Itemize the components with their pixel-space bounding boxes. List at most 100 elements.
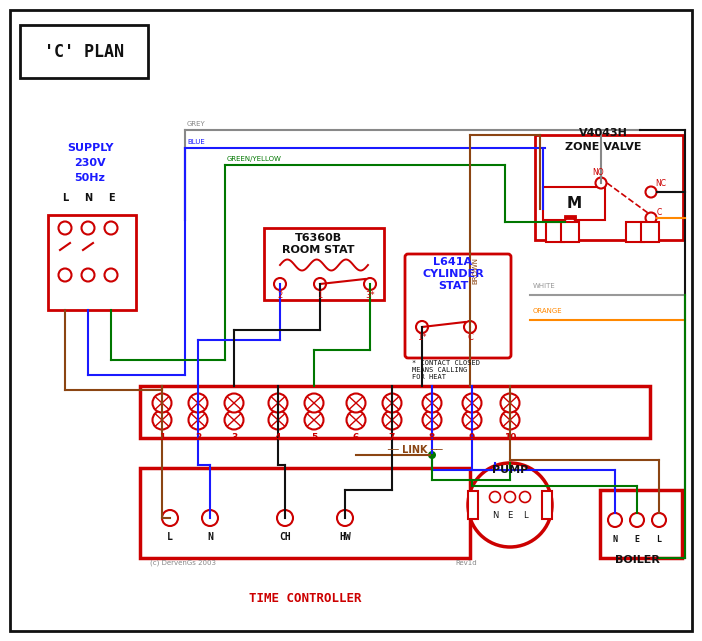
- Circle shape: [646, 187, 656, 197]
- Text: L: L: [656, 535, 661, 544]
- Circle shape: [464, 321, 476, 333]
- Text: N: N: [84, 193, 92, 203]
- Circle shape: [81, 222, 95, 235]
- Circle shape: [463, 394, 482, 413]
- Text: 2: 2: [277, 290, 283, 299]
- Text: 8: 8: [429, 433, 435, 442]
- Text: HW: HW: [339, 532, 351, 542]
- Circle shape: [152, 410, 171, 429]
- Text: 3: 3: [231, 433, 237, 442]
- Text: 1: 1: [317, 290, 323, 299]
- Circle shape: [274, 278, 286, 290]
- Circle shape: [652, 513, 666, 527]
- Circle shape: [505, 492, 515, 503]
- Text: E: E: [508, 510, 512, 519]
- Circle shape: [189, 394, 208, 413]
- Text: T6360B: T6360B: [294, 233, 342, 243]
- Circle shape: [423, 394, 442, 413]
- Bar: [546, 222, 564, 242]
- Text: BLUE: BLUE: [187, 139, 205, 145]
- Bar: [600, 490, 682, 558]
- Circle shape: [268, 410, 288, 429]
- Circle shape: [501, 410, 519, 429]
- Circle shape: [268, 394, 288, 413]
- Circle shape: [463, 410, 482, 429]
- Text: CH: CH: [279, 532, 291, 542]
- Circle shape: [364, 278, 376, 290]
- Text: 3*: 3*: [365, 290, 375, 299]
- Bar: [140, 386, 650, 438]
- Circle shape: [428, 451, 436, 459]
- Text: 'C' PLAN: 'C' PLAN: [44, 43, 124, 61]
- Circle shape: [58, 269, 72, 281]
- Text: C: C: [657, 208, 662, 217]
- Circle shape: [105, 222, 117, 235]
- Text: CYLINDER: CYLINDER: [422, 269, 484, 279]
- Circle shape: [608, 513, 622, 527]
- Text: GREY: GREY: [187, 121, 206, 127]
- Text: N: N: [207, 532, 213, 542]
- Bar: [561, 222, 579, 242]
- Circle shape: [646, 213, 656, 224]
- Text: 7: 7: [389, 433, 395, 442]
- Circle shape: [314, 278, 326, 290]
- Circle shape: [152, 394, 171, 413]
- Text: BOILER: BOILER: [614, 555, 659, 565]
- Text: * CONTACT CLOSED
MEANS CALLING
FOR HEAT: * CONTACT CLOSED MEANS CALLING FOR HEAT: [412, 360, 480, 380]
- Circle shape: [423, 410, 442, 429]
- Circle shape: [81, 269, 95, 281]
- Text: 10: 10: [504, 433, 516, 442]
- Circle shape: [383, 394, 402, 413]
- Circle shape: [202, 510, 218, 526]
- Bar: [542, 491, 552, 519]
- Text: C: C: [467, 333, 473, 342]
- Text: 9: 9: [469, 433, 475, 442]
- Circle shape: [225, 410, 244, 429]
- Bar: [535, 135, 683, 240]
- Circle shape: [305, 394, 324, 413]
- Circle shape: [58, 222, 72, 235]
- Text: E: E: [107, 193, 114, 203]
- Text: Rev1d: Rev1d: [455, 560, 477, 566]
- Circle shape: [468, 463, 552, 547]
- Bar: [264, 228, 384, 300]
- Text: ── LINK ──: ── LINK ──: [388, 445, 443, 455]
- Circle shape: [383, 410, 402, 429]
- Text: E: E: [635, 535, 640, 544]
- Bar: [543, 187, 605, 220]
- Bar: [140, 468, 470, 558]
- Text: L: L: [167, 532, 173, 542]
- Text: L: L: [523, 510, 527, 519]
- Circle shape: [347, 394, 366, 413]
- Text: BROWN: BROWN: [472, 256, 478, 283]
- Text: NC: NC: [655, 179, 666, 188]
- Circle shape: [162, 510, 178, 526]
- FancyBboxPatch shape: [405, 254, 511, 358]
- Text: 6: 6: [353, 433, 359, 442]
- Circle shape: [565, 217, 575, 227]
- Text: 1: 1: [159, 433, 165, 442]
- Circle shape: [105, 269, 117, 281]
- Circle shape: [347, 410, 366, 429]
- Text: TIME CONTROLLER: TIME CONTROLLER: [249, 592, 362, 604]
- Text: SUPPLY: SUPPLY: [67, 143, 113, 153]
- Circle shape: [305, 410, 324, 429]
- Text: ORANGE: ORANGE: [533, 308, 562, 314]
- Bar: [20, 25, 148, 78]
- Bar: [626, 222, 644, 242]
- Text: (c) DervenGs 2003: (c) DervenGs 2003: [150, 560, 216, 567]
- Text: N: N: [492, 510, 498, 519]
- Circle shape: [225, 394, 244, 413]
- Circle shape: [416, 321, 428, 333]
- Bar: [468, 491, 478, 519]
- Circle shape: [337, 510, 353, 526]
- Text: 2: 2: [195, 433, 201, 442]
- Circle shape: [519, 492, 531, 503]
- Text: N: N: [613, 535, 618, 544]
- Text: 5: 5: [311, 433, 317, 442]
- Text: PUMP: PUMP: [492, 465, 528, 475]
- Text: GREEN/YELLOW: GREEN/YELLOW: [227, 156, 282, 162]
- Circle shape: [501, 394, 519, 413]
- Text: STAT: STAT: [438, 281, 468, 291]
- Text: L: L: [62, 193, 68, 203]
